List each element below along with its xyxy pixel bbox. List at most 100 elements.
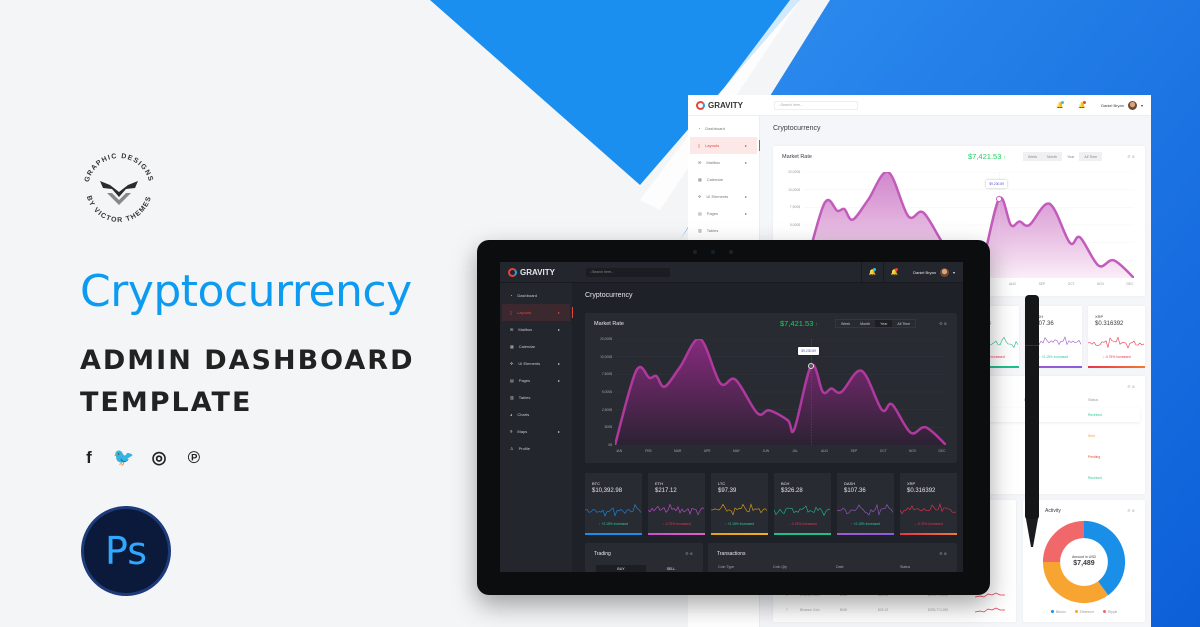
card-options[interactable]: ⚙⊗ (1127, 384, 1136, 389)
range-month[interactable]: Month (1047, 154, 1058, 159)
coin-sparkline (774, 505, 830, 517)
coin-value: $0.316392 (1095, 321, 1124, 327)
calendar-icon: ▦ (510, 344, 514, 349)
top-header: GRAVITY ⌕ Search here... 🔔 🔔 Daniel Bryan ▾ (500, 262, 963, 283)
pinterest-icon[interactable]: ℗ (187, 448, 201, 467)
search-input[interactable]: ⌕ Search here... (774, 100, 858, 110)
search-input[interactable]: ⌕ Search here... (586, 267, 670, 277)
hover-point[interactable] (996, 195, 1003, 202)
instagram-icon[interactable]: ◎ (151, 448, 167, 467)
trend-up-icon: ↑ (815, 322, 818, 328)
sidebar-item-tables[interactable]: ▥ Tables (502, 389, 570, 406)
coin-value: $10,392.98 (592, 488, 623, 494)
card-options[interactable]: ⚙⊗ (939, 551, 948, 556)
market-sparkline (975, 592, 1005, 598)
coin-value: $326.28 (781, 488, 803, 494)
twitter-icon[interactable]: 🐦 (113, 448, 135, 467)
sidebar-item-pages[interactable]: ▤ Pages ▸ (690, 205, 757, 222)
sidebar-item-label: Pages (518, 378, 531, 383)
hero-title: Cryptocurrency (80, 266, 412, 317)
sidebar-item-profile[interactable]: ♙ Profile (502, 440, 570, 457)
caret-icon: ▸ (744, 143, 747, 148)
chart-tooltip: $9,230.89 (986, 179, 1007, 188)
sidebar-item-calendar[interactable]: ▦ Calendar (690, 171, 757, 188)
sidebar-item-pages[interactable]: ▤ Pages ▸ (502, 372, 570, 389)
sidebar-item-dashboard[interactable]: ◔ Dashboard (690, 120, 757, 137)
market-row[interactable]: 6 Binance Coin BNB $29.19 $295,774,280 (778, 588, 1011, 602)
tab-sell[interactable]: SELL (666, 566, 676, 571)
column-header: Date (836, 565, 844, 569)
transaction-row[interactable]: Pending (901, 450, 1140, 464)
range-all-time[interactable]: All Time (1084, 154, 1098, 159)
coin-color-bar (1088, 366, 1145, 368)
x-tick-label: MAY (733, 449, 740, 453)
facebook-icon[interactable]: f (86, 448, 92, 467)
range-month[interactable]: Month (860, 321, 871, 326)
transaction-row[interactable]: Received (901, 408, 1140, 422)
coin-color-bar (711, 533, 768, 535)
alerts-button[interactable]: 🔔 (1071, 95, 1093, 115)
sidebar-item-calendar[interactable]: ▦ Calendar (502, 338, 570, 355)
coin-card-bch[interactable]: BCH $326.28 ↓ -0.75% Increased (774, 473, 831, 535)
transaction-row[interactable]: Sent (901, 429, 1140, 443)
y-tick-label: 7,500$ (601, 372, 612, 377)
coin-card-xrp[interactable]: XRP $0.316392 ↓ -0.75% Increased (1088, 306, 1145, 368)
hero-subtitle: ADMIN DASHBOARD TEMPLATE (80, 340, 414, 424)
tab-buy[interactable]: BUY (596, 565, 646, 572)
notifications-button[interactable]: 🔔 (1049, 95, 1071, 115)
range-year[interactable]: Year (1062, 152, 1080, 161)
legend-label: Ripple (1107, 610, 1118, 614)
bell-icon: 🔔 (868, 269, 877, 276)
sidebar-item-charts[interactable]: ◕ Charts (502, 406, 570, 423)
trend-up-icon: ↑ (1003, 155, 1006, 161)
sidebar-item-dashboard[interactable]: ◔ Dashboard (502, 287, 570, 304)
range-all-time[interactable]: All Time (897, 321, 911, 326)
sidebar-item-layouts[interactable]: ▯ Layouts ▸ (502, 304, 573, 321)
range-year[interactable]: Year (875, 320, 893, 327)
coin-card-xrp[interactable]: XRP $0.316392 ↓ -0.75% Increased (900, 473, 957, 535)
card-options[interactable]: ⚙⊗ (1127, 154, 1136, 159)
coin-color-bar (837, 533, 894, 535)
sidebar-item-layouts[interactable]: ▯ Layouts ▸ (690, 137, 760, 154)
market-row[interactable]: 7 Binance Coin BNB $29.19 $295,774,280 (778, 603, 1011, 617)
sidebar-item-ui-elements[interactable]: ✣ UI Elements ▸ (502, 355, 570, 372)
donut-slice-ethereum (1042, 562, 1109, 604)
market-rate-title: Market Rate (594, 321, 624, 327)
card-options[interactable]: ⚙⊗ (939, 321, 948, 326)
range-week[interactable]: Week (1028, 154, 1038, 159)
sidebar-item-mailbox[interactable]: ✉ Mailbox ▸ (502, 321, 570, 338)
transaction-row[interactable]: Received (901, 471, 1140, 485)
sidebar-item-ui-elements[interactable]: ✣ UI Elements ▸ (690, 188, 757, 205)
caret-icon: ▸ (744, 194, 747, 199)
user-menu[interactable]: Daniel Bryan ▾ (1093, 100, 1151, 110)
card-options[interactable]: ⚙⊗ (1127, 508, 1136, 513)
activity-title: Activity (1045, 508, 1061, 514)
notifications-button[interactable]: 🔔 (861, 262, 883, 282)
sidebar-nav: ◔ Dashboard ▯ Layouts ▸ ✉ Mailbox ▸ ▦ Calendar ✣ UI… (500, 287, 573, 457)
search-icon: ⌕ (779, 103, 781, 107)
mail-icon: ✉ (698, 160, 702, 165)
coin-card-eth[interactable]: ETH $217.12 ↓ -0.75% Increased (648, 473, 705, 535)
chevron-down-icon: ▾ (1140, 102, 1143, 108)
transaction-status: Pending (1088, 455, 1101, 459)
app-logo[interactable]: GRAVITY (500, 267, 572, 277)
coin-symbol: XRP (1095, 314, 1104, 319)
coin-symbol: XRP (907, 481, 916, 486)
coin-card-dash[interactable]: DASH $107.36 ↑ +2.15% Increased (837, 473, 894, 535)
sidebar-item-label: Pages (706, 211, 719, 216)
x-tick-label: NOV (1097, 282, 1105, 286)
app-logo[interactable]: GRAVITY (688, 100, 760, 110)
user-menu[interactable]: Daniel Bryan ▾ (905, 267, 963, 277)
hover-point[interactable] (808, 362, 815, 369)
sidebar-item-tables[interactable]: ▥ Tables (690, 222, 757, 239)
x-tick-label: FEB (645, 449, 652, 453)
coin-card-btc[interactable]: BTC $10,392.98 ↑ +2.15% Increased (585, 473, 642, 535)
coin-card-ltc[interactable]: LTC $97.39 ↑ +2.15% Increased (711, 473, 768, 535)
sidebar-item-maps[interactable]: ⌾ Maps ▸ (502, 423, 570, 440)
range-week[interactable]: Week (841, 321, 851, 326)
sidebar-item-mailbox[interactable]: ✉ Mailbox ▸ (690, 154, 757, 171)
dark-dashboard-preview: ◔ Dashboard ▯ Layouts ▸ ✉ Mailbox ▸ ▦ Calendar ✣ UI… (500, 262, 963, 572)
card-options[interactable]: ⚙⊗ (685, 551, 694, 556)
alerts-button[interactable]: 🔔 (883, 262, 905, 282)
gauge-icon: ◔ (698, 126, 701, 131)
